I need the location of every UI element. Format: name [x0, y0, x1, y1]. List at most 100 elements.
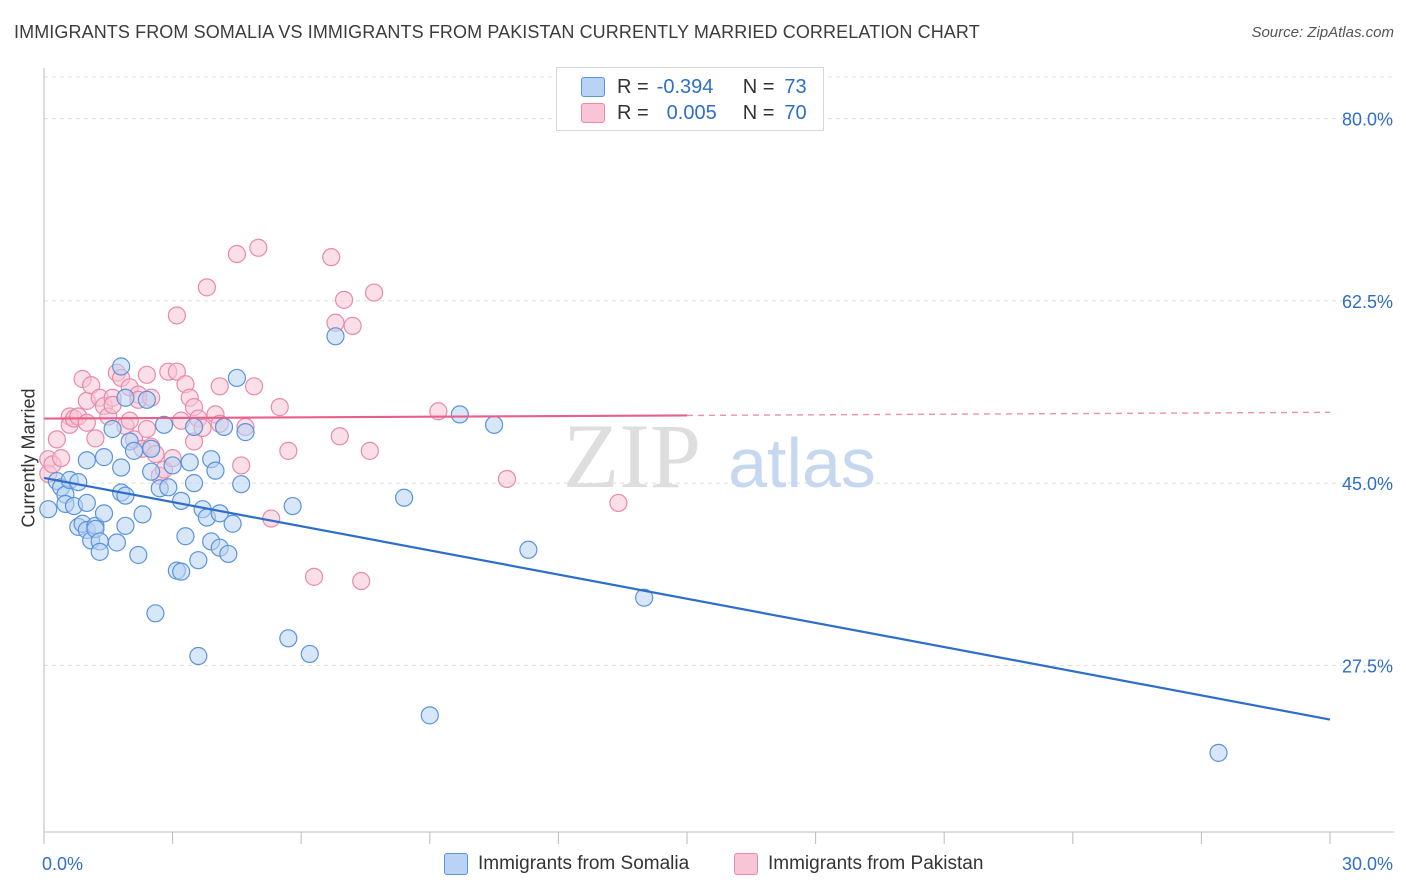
somalia-point	[69, 472, 88, 492]
somalia-points	[39, 327, 1228, 762]
pakistan-point	[52, 449, 71, 468]
pakistan-point	[167, 306, 186, 325]
pakistan-point	[197, 278, 216, 297]
somalia-point	[180, 453, 199, 472]
axes	[43, 68, 1394, 844]
y-axis-label: Currently Married	[18, 388, 39, 528]
somalia-point	[189, 646, 208, 666]
pakistan-point	[210, 377, 229, 396]
x-tick-label: 0.0%	[42, 854, 83, 874]
somalia-point	[279, 629, 298, 648]
pakistan-point	[334, 290, 354, 309]
legend-row-somalia: R = -0.394 N = 73	[581, 74, 807, 100]
somalia-point	[146, 604, 165, 623]
watermark-atlas: atlas	[728, 424, 876, 502]
somalia-point	[142, 439, 161, 458]
correlation-legend: R = -0.394 N = 73 R = 0.005 N = 70	[556, 67, 824, 131]
somalia-point	[283, 496, 302, 516]
somalia-point	[112, 458, 131, 477]
somalia-trend-line	[43, 476, 1331, 721]
pakistan-point	[167, 362, 186, 381]
somalia-point	[116, 388, 135, 407]
y-tick-label: 27.5%	[1342, 656, 1393, 676]
pakistan-point	[137, 365, 156, 384]
somalia-point	[326, 327, 345, 346]
somalia-point	[635, 588, 654, 607]
pakistan-swatch	[581, 103, 605, 123]
legend-item-pakistan[interactable]: Immigrants from Pakistan	[734, 852, 983, 876]
somalia-point	[77, 451, 96, 470]
somalia-point	[184, 474, 204, 493]
y-tick-label: 80.0%	[1342, 110, 1393, 130]
y-tick-label: 62.5%	[1342, 292, 1393, 312]
somalia-point	[227, 368, 246, 388]
n-value: 70	[784, 101, 807, 124]
somalia-point	[450, 405, 469, 424]
grid-lines	[44, 76, 1394, 666]
somalia-point	[485, 415, 504, 434]
legend-row-pakistan: R = 0.005 N = 70	[581, 100, 807, 126]
pakistan-point	[497, 469, 517, 489]
somalia-point	[159, 478, 178, 497]
trend-lines	[43, 411, 1331, 721]
legend-label-somalia: Immigrants from Somalia	[478, 853, 690, 874]
pakistan-point	[137, 419, 156, 439]
n-label: N =	[742, 101, 775, 124]
pakistan-point	[86, 429, 105, 448]
r-value: 0.005	[666, 101, 717, 124]
somalia-point	[420, 706, 439, 725]
somalia-point	[112, 357, 131, 376]
pakistan-point	[47, 430, 66, 449]
pakistan-point	[279, 441, 298, 460]
somalia-point	[300, 644, 319, 664]
n-value: 73	[784, 75, 807, 98]
n-label: N =	[742, 75, 775, 98]
pakistan-point	[304, 567, 324, 586]
pakistan-point	[352, 571, 371, 591]
pakistan-trend-line	[43, 414, 688, 420]
y-tick-label: 45.0%	[1342, 474, 1393, 494]
pakistan-point	[429, 402, 448, 421]
somalia-swatch	[444, 853, 468, 875]
somalia-swatch	[581, 77, 605, 97]
somalia-point	[394, 488, 414, 507]
somalia-point	[39, 500, 58, 519]
legend-item-somalia[interactable]: Immigrants from Somalia	[444, 852, 689, 876]
chart-source: Source: ZipAtlas.com	[1251, 24, 1394, 41]
somalia-point	[519, 540, 538, 559]
tick-labels: 27.5% 45.0% 62.5% 80.0% 0.0% 30.0%	[42, 110, 1393, 874]
somalia-point	[223, 514, 242, 533]
somalia-point	[116, 486, 135, 505]
somalia-point	[184, 417, 204, 437]
somalia-point	[103, 419, 122, 439]
legend-label-pakistan: Immigrants from Pakistan	[768, 853, 984, 874]
somalia-point	[1209, 743, 1228, 762]
pakistan-trend-extension	[686, 411, 1331, 417]
somalia-point	[94, 448, 114, 467]
pakistan-point	[244, 377, 264, 396]
pakistan-point	[227, 244, 246, 264]
pakistan-point	[360, 441, 379, 460]
pakistan-point	[120, 411, 139, 430]
pakistan-point	[249, 238, 268, 257]
r-value: -0.394	[656, 75, 714, 98]
somalia-point	[176, 527, 195, 546]
watermark-zip: ZIP	[563, 405, 701, 507]
somalia-point	[172, 491, 191, 510]
pakistan-point	[364, 283, 384, 302]
pakistan-point	[82, 376, 101, 395]
somalia-point	[107, 533, 126, 552]
somalia-point	[129, 545, 148, 565]
pakistan-point	[322, 248, 341, 267]
pakistan-point	[77, 413, 96, 432]
r-label: R =	[617, 101, 649, 124]
x-tick-label: 30.0%	[1342, 854, 1393, 874]
somalia-point	[137, 390, 156, 409]
pakistan-point	[330, 427, 349, 446]
somalia-point	[236, 423, 255, 442]
watermark: ZIP atlas	[563, 405, 876, 507]
somalia-point	[219, 544, 238, 564]
somalia-point	[154, 415, 174, 434]
somalia-point	[116, 516, 135, 535]
pakistan-point	[270, 398, 289, 417]
